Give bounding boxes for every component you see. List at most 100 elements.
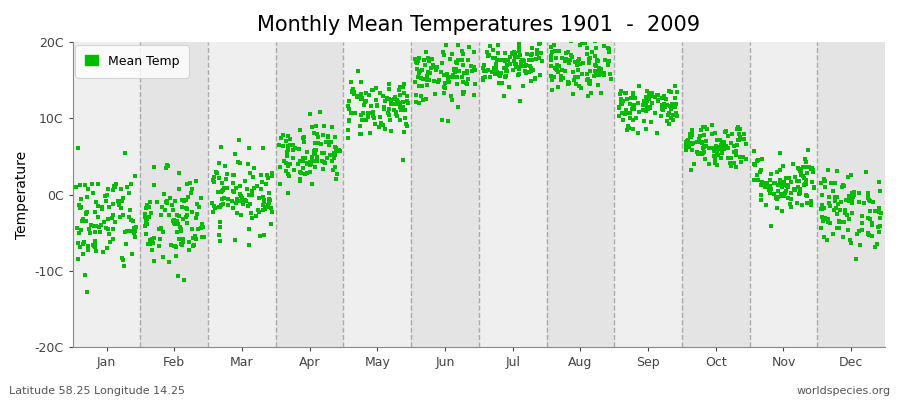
Point	[229, 184, 243, 191]
Point	[521, 68, 535, 75]
Point	[669, 100, 683, 107]
Point	[594, 90, 608, 96]
Point	[760, 180, 774, 186]
Point	[283, 161, 297, 167]
Point	[639, 126, 653, 132]
Point	[684, 140, 698, 146]
Point	[783, 201, 797, 207]
Point	[798, 192, 813, 198]
Point	[485, 69, 500, 75]
Point	[282, 173, 296, 180]
Point	[564, 37, 579, 44]
Point	[623, 101, 637, 107]
Point	[737, 131, 751, 137]
Point	[355, 117, 369, 123]
Point	[490, 57, 504, 63]
Point	[601, 44, 616, 51]
Point	[293, 169, 308, 175]
Point	[281, 190, 295, 196]
Point	[648, 94, 662, 100]
Point	[396, 84, 410, 90]
Point	[592, 72, 607, 79]
Point	[706, 148, 721, 155]
Point	[872, 204, 886, 211]
Point	[475, 77, 490, 84]
Point	[321, 134, 336, 140]
Point	[176, 236, 191, 242]
Point	[354, 78, 368, 85]
Point	[502, 61, 517, 67]
Point	[526, 67, 541, 73]
Point	[832, 225, 846, 231]
Point	[511, 54, 526, 60]
Point	[644, 90, 658, 96]
Point	[418, 96, 433, 102]
Point	[231, 159, 246, 165]
Point	[817, 234, 832, 240]
Point	[762, 176, 777, 183]
Point	[524, 68, 538, 74]
Point	[156, 253, 170, 260]
Point	[399, 121, 413, 127]
Point	[647, 110, 662, 116]
Point	[772, 180, 787, 186]
Point	[768, 180, 782, 186]
Point	[147, 234, 161, 241]
Point	[711, 152, 725, 158]
Point	[799, 159, 814, 166]
Point	[654, 102, 669, 108]
Point	[296, 164, 310, 171]
Point	[823, 203, 837, 209]
Point	[221, 196, 236, 202]
Point	[174, 226, 188, 232]
Point	[583, 55, 598, 61]
Point	[397, 81, 411, 87]
Point	[412, 83, 427, 89]
Point	[616, 98, 630, 104]
Point	[140, 221, 154, 227]
Point	[821, 216, 835, 222]
Point	[332, 147, 347, 153]
Point	[159, 162, 174, 168]
Point	[845, 200, 859, 206]
Point	[719, 143, 733, 149]
Point	[112, 214, 127, 220]
Point	[344, 109, 358, 116]
Point	[715, 148, 729, 154]
Point	[257, 206, 272, 212]
Point	[505, 66, 519, 73]
Point	[322, 142, 337, 148]
Point	[758, 183, 772, 190]
Point	[170, 221, 184, 227]
Point	[124, 217, 139, 223]
Point	[572, 82, 586, 89]
Point	[754, 197, 769, 203]
Point	[140, 231, 154, 238]
Point	[530, 51, 544, 57]
Point	[548, 64, 562, 71]
Point	[680, 138, 695, 144]
Point	[602, 71, 616, 77]
Point	[695, 151, 709, 158]
Point	[873, 222, 887, 229]
Point	[411, 55, 426, 62]
Point	[578, 40, 592, 46]
Point	[186, 242, 201, 249]
Point	[530, 47, 544, 54]
Point	[328, 145, 343, 151]
Point	[705, 122, 719, 128]
Point	[852, 199, 867, 205]
Point	[166, 220, 181, 226]
Point	[393, 107, 408, 114]
Point	[697, 143, 711, 150]
Point	[617, 90, 632, 96]
Point	[562, 56, 577, 63]
Point	[328, 146, 343, 153]
Point	[566, 91, 580, 98]
Point	[389, 109, 403, 116]
Point	[689, 139, 704, 146]
Point	[327, 155, 341, 161]
Point	[847, 192, 861, 198]
Point	[140, 216, 154, 222]
Point	[341, 102, 356, 109]
